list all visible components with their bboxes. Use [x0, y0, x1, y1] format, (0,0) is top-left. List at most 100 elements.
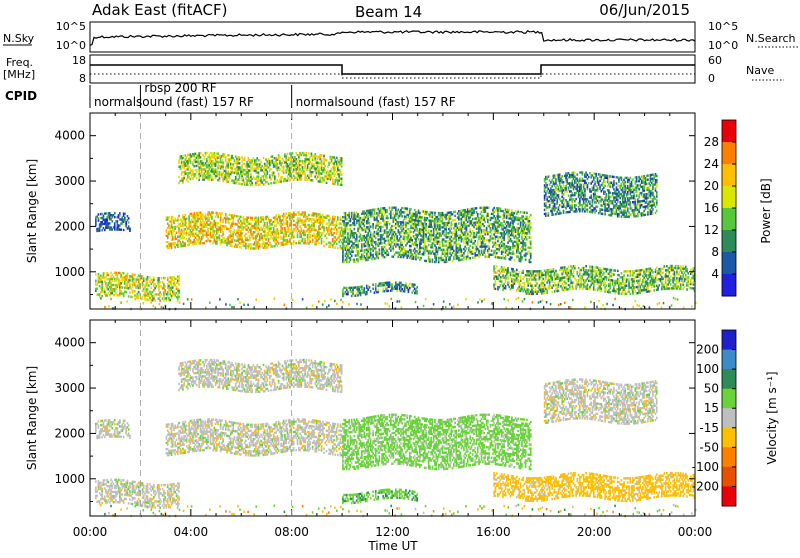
echo-cell	[240, 216, 242, 218]
echo-cell	[264, 230, 266, 232]
echo-cell	[323, 179, 325, 181]
echo-cell	[485, 249, 487, 251]
echo-cell	[442, 216, 444, 218]
echo-cell	[345, 230, 347, 232]
echo-cell	[282, 162, 284, 164]
echo-cell	[393, 229, 395, 231]
echo-cell	[207, 228, 209, 230]
echo-cell	[241, 156, 243, 158]
echo-cell	[342, 255, 344, 257]
echo-cell	[313, 165, 315, 167]
echo-cell	[350, 218, 352, 220]
echo-cell	[128, 217, 130, 219]
echo-cell	[517, 256, 519, 258]
echo-cell	[511, 257, 513, 259]
echo-cell	[451, 226, 453, 228]
echo-cell	[186, 156, 188, 158]
echo-cell	[259, 229, 261, 231]
echo-cell	[251, 184, 253, 186]
echo-cell	[459, 245, 461, 247]
echo-cell	[285, 155, 287, 157]
echo-cell	[502, 224, 504, 226]
echo-cell	[306, 156, 308, 158]
echo-cell	[336, 224, 338, 226]
echo-cell	[385, 256, 387, 258]
echo-cell	[438, 259, 440, 261]
echo-cell	[379, 248, 381, 250]
echo-cell	[476, 236, 478, 238]
echo-cell	[221, 212, 223, 214]
echo-cell	[321, 240, 323, 242]
echo-cell	[437, 251, 439, 253]
echo-cell	[390, 211, 392, 213]
echo-cell	[410, 231, 412, 233]
echo-cell	[128, 295, 130, 297]
echo-cell	[253, 157, 255, 159]
echo-cell	[408, 216, 410, 218]
echo-cell	[390, 249, 392, 251]
echo-cell	[456, 237, 458, 239]
echo-cell	[138, 291, 140, 293]
echo-cell	[375, 257, 377, 259]
echo-cell	[164, 289, 166, 291]
freq-unit-label: [MHz]	[3, 68, 35, 81]
echo-cell	[347, 228, 349, 230]
echo-cell	[304, 174, 306, 176]
echo-cell	[211, 152, 213, 154]
echo-cell	[370, 232, 372, 234]
echo-cell	[212, 211, 214, 213]
echo-cell	[269, 174, 271, 176]
echo-cell	[149, 276, 151, 278]
echo-cell	[245, 243, 247, 245]
echo-cell	[111, 220, 113, 222]
echo-cell	[353, 220, 355, 222]
echo-cell	[226, 215, 228, 217]
echo-cell	[304, 238, 306, 240]
echo-cell	[227, 181, 229, 183]
echo-cell	[348, 261, 350, 263]
echo-cell	[239, 177, 241, 179]
echo-cell	[119, 280, 121, 282]
echo-cell	[394, 235, 396, 237]
echo-cell	[323, 220, 325, 222]
echo-cell	[168, 247, 170, 249]
echo-cell	[467, 235, 469, 237]
echo-cell	[299, 168, 301, 170]
echo-cell	[269, 164, 271, 166]
echo-cell	[429, 258, 431, 260]
echo-cell	[234, 159, 236, 161]
echo-cell	[287, 153, 289, 155]
echo-cell	[190, 235, 192, 237]
echo-cell	[453, 256, 455, 258]
echo-cell	[311, 175, 313, 177]
echo-cell	[159, 295, 161, 297]
echo-cell	[230, 230, 232, 232]
echo-cell	[153, 277, 155, 279]
echo-cell	[248, 227, 250, 229]
echo-cell	[108, 274, 110, 276]
nsearch-tick-low: 10^0	[708, 39, 738, 52]
echo-cell	[463, 256, 465, 258]
echo-cell	[500, 216, 502, 218]
echo-cell	[467, 221, 469, 223]
echo-cell	[427, 217, 429, 219]
echo-cell	[372, 254, 374, 256]
echo-cell	[222, 233, 224, 235]
echo-cell	[326, 243, 328, 245]
echo-cell	[333, 156, 335, 158]
echo-cell	[487, 213, 489, 215]
echo-cell	[225, 170, 227, 172]
echo-cell	[104, 229, 106, 231]
echo-cell	[248, 217, 250, 219]
echo-cell	[395, 233, 397, 235]
echo-cell	[172, 232, 174, 234]
echo-cell	[517, 223, 519, 225]
echo-cell	[501, 222, 503, 224]
echo-cell	[178, 160, 180, 162]
echo-cell	[186, 234, 188, 236]
echo-cell	[514, 259, 516, 261]
echo-cell	[369, 286, 371, 288]
echo-cell	[327, 170, 329, 172]
echo-cell	[278, 232, 280, 234]
freq-tick-high: 18	[72, 54, 86, 67]
